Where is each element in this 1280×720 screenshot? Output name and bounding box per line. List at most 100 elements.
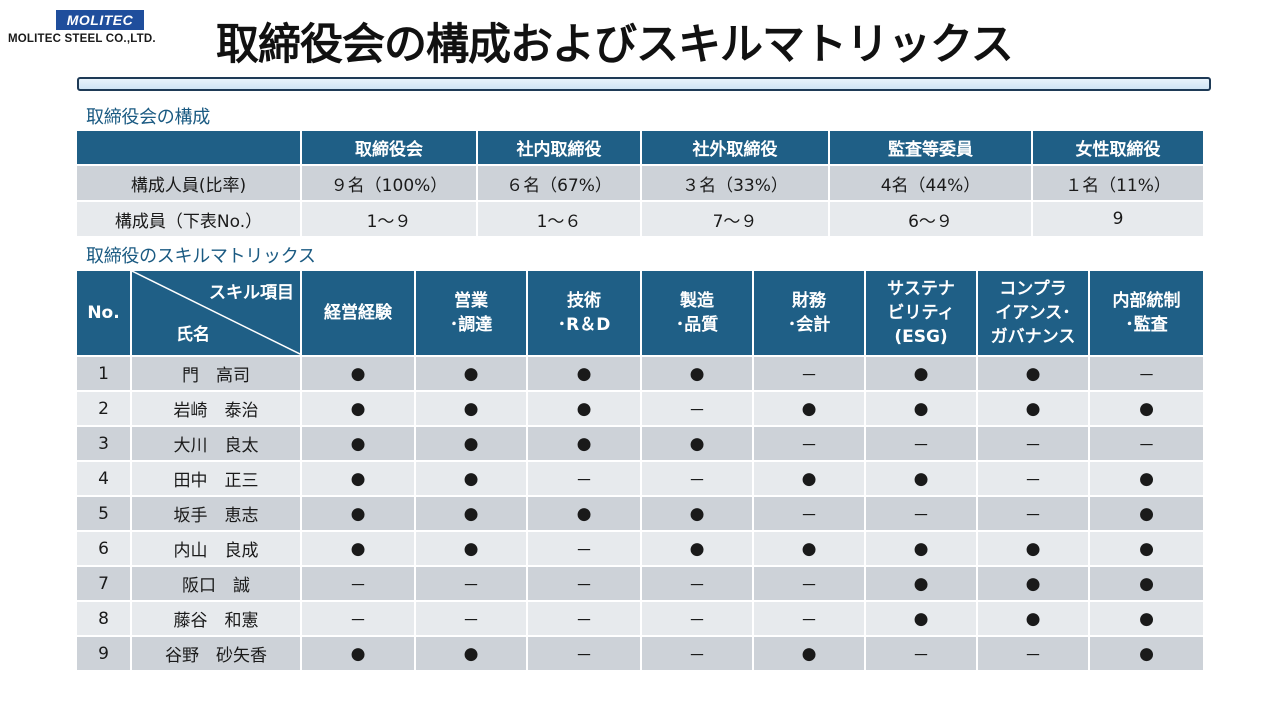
skill-mark: － bbox=[753, 600, 866, 636]
skill-mark: ● bbox=[753, 390, 866, 426]
skill-mark: ● bbox=[301, 635, 416, 670]
skill-mark: ● bbox=[415, 425, 528, 461]
skill-col-line: ･会計 bbox=[787, 315, 831, 335]
skill-mark: ● bbox=[415, 460, 528, 496]
skill-mark: ● bbox=[415, 635, 528, 670]
composition-table: 取締役会 社内取締役 社外取締役 監査等委員 女性取締役 構成人員(比率) ９名… bbox=[77, 131, 1203, 236]
skill-col-line: 営業 bbox=[454, 291, 488, 311]
skill-mark: － bbox=[527, 600, 642, 636]
skill-mark: ● bbox=[527, 390, 642, 426]
logo-mark: MOLITEC bbox=[56, 10, 144, 30]
skill-col-header: 営業 ･調達 bbox=[415, 271, 528, 356]
skill-mark: ● bbox=[1089, 390, 1203, 426]
composition-col-header: 取締役会 bbox=[301, 131, 478, 165]
skill-col-header: コンプラ イアンス･ ガバナンス bbox=[977, 271, 1090, 356]
skill-mark: ● bbox=[977, 600, 1090, 636]
skill-matrix-heading: 取締役のスキルマトリックス bbox=[86, 246, 316, 267]
table-row: 2 岩崎 泰治 ● ● ● － ● ● ● ● bbox=[77, 390, 1203, 426]
director-name: 門 高司 bbox=[131, 355, 302, 391]
composition-header-row: 取締役会 社内取締役 社外取締役 監査等委員 女性取締役 bbox=[77, 131, 1203, 165]
composition-cell: 9 bbox=[1032, 200, 1203, 236]
skill-mark: － bbox=[865, 635, 978, 670]
composition-heading: 取締役会の構成 bbox=[86, 107, 210, 128]
director-no: 1 bbox=[77, 355, 132, 391]
director-no: 8 bbox=[77, 600, 132, 636]
director-no: 5 bbox=[77, 495, 132, 531]
director-no: 9 bbox=[77, 635, 132, 670]
skill-col-header: 技術 ･R＆D bbox=[527, 271, 642, 356]
table-row: 8 藤谷 和憲－－－－－ ● ● ● bbox=[77, 600, 1203, 636]
composition-cell: 4名（44%） bbox=[829, 164, 1033, 201]
composition-cell: 1～６ bbox=[477, 200, 642, 236]
skill-mark: ● bbox=[301, 425, 416, 461]
composition-cell: 1～９ bbox=[301, 200, 478, 236]
skill-mark: ● bbox=[1089, 495, 1203, 531]
director-no: 6 bbox=[77, 530, 132, 566]
skill-mark: ● bbox=[865, 600, 978, 636]
skill-mark: ● bbox=[641, 425, 754, 461]
title-underline-bar bbox=[77, 77, 1211, 91]
skill-mark: ● bbox=[865, 530, 978, 566]
skill-mark: ● bbox=[641, 495, 754, 531]
skill-mark: ● bbox=[301, 530, 416, 566]
skill-col-line: ･R＆D bbox=[557, 315, 611, 335]
table-row: 9 谷野 砂矢香 ● ● －－ ● －－ ● bbox=[77, 635, 1203, 670]
skill-mark: － bbox=[527, 460, 642, 496]
skill-col-line: ･調達 bbox=[449, 315, 493, 335]
composition-cell: 6～９ bbox=[829, 200, 1033, 236]
diagonal-divider bbox=[132, 271, 302, 355]
skill-mark: ● bbox=[301, 495, 416, 531]
skill-mark: － bbox=[641, 460, 754, 496]
table-row: 7 阪口 誠－－－－－ ● ● ● bbox=[77, 565, 1203, 601]
skill-mark: ● bbox=[1089, 530, 1203, 566]
composition-col-header: 女性取締役 bbox=[1032, 131, 1203, 165]
skill-col-header: 内部統制 ･監査 bbox=[1089, 271, 1203, 356]
skill-mark: － bbox=[753, 565, 866, 601]
skill-mark: － bbox=[1089, 425, 1203, 461]
logo-company-name: MOLITEC STEEL CO.,LTD. bbox=[8, 33, 156, 45]
skill-mark: ● bbox=[641, 530, 754, 566]
skill-mark: － bbox=[641, 600, 754, 636]
director-name: 谷野 砂矢香 bbox=[131, 635, 302, 670]
skill-mark: － bbox=[753, 495, 866, 531]
skill-header-row: No. スキル項目 氏名 経営経験 営業 ･調達 技術 ･R＆D 製造 ･品質 財務 ･… bbox=[77, 271, 1203, 356]
composition-corner-cell bbox=[77, 131, 302, 165]
director-no: 3 bbox=[77, 425, 132, 461]
skill-mark: ● bbox=[977, 530, 1090, 566]
director-name: 岩崎 泰治 bbox=[131, 390, 302, 426]
composition-row-label: 構成人員(比率) bbox=[77, 164, 302, 201]
composition-col-header: 社外取締役 bbox=[641, 131, 830, 165]
director-no: 4 bbox=[77, 460, 132, 496]
director-name: 阪口 誠 bbox=[131, 565, 302, 601]
skill-mark: － bbox=[527, 635, 642, 670]
director-no: 2 bbox=[77, 390, 132, 426]
director-name: 内山 良成 bbox=[131, 530, 302, 566]
skill-mark: ● bbox=[977, 565, 1090, 601]
skill-mark: ● bbox=[415, 495, 528, 531]
skill-col-line: (ESG) bbox=[894, 327, 948, 347]
skill-mark: － bbox=[415, 565, 528, 601]
company-logo: MOLITEC MOLITEC STEEL CO.,LTD. bbox=[8, 10, 188, 45]
table-row: 4 田中 正三 ● ● －－ ● ● － ● bbox=[77, 460, 1203, 496]
skill-mark: － bbox=[527, 530, 642, 566]
director-name: 大川 良太 bbox=[131, 425, 302, 461]
skill-mark: ● bbox=[1089, 600, 1203, 636]
table-row: 6 内山 良成 ● ● － ● ● ● ● ● bbox=[77, 530, 1203, 566]
skill-mark: ● bbox=[527, 425, 642, 461]
skill-mark: － bbox=[977, 495, 1090, 531]
skill-mark: ● bbox=[753, 460, 866, 496]
skill-mark: ● bbox=[527, 495, 642, 531]
skill-mark: － bbox=[527, 565, 642, 601]
skill-col-line: 経営経験 bbox=[324, 303, 392, 323]
skill-col-line: 製造 bbox=[680, 291, 714, 311]
skill-mark: ● bbox=[301, 390, 416, 426]
skill-col-line: ･品質 bbox=[675, 315, 719, 335]
composition-cell: １名（11%） bbox=[1032, 164, 1203, 201]
skill-items-label: スキル項目 bbox=[209, 283, 294, 303]
composition-col-header: 社内取締役 bbox=[477, 131, 642, 165]
skill-mark: － bbox=[977, 635, 1090, 670]
skill-col-line: コンプラ bbox=[999, 279, 1067, 299]
skill-mark: ● bbox=[641, 355, 754, 391]
skill-col-header: サステナ ビリティ (ESG) bbox=[865, 271, 978, 356]
